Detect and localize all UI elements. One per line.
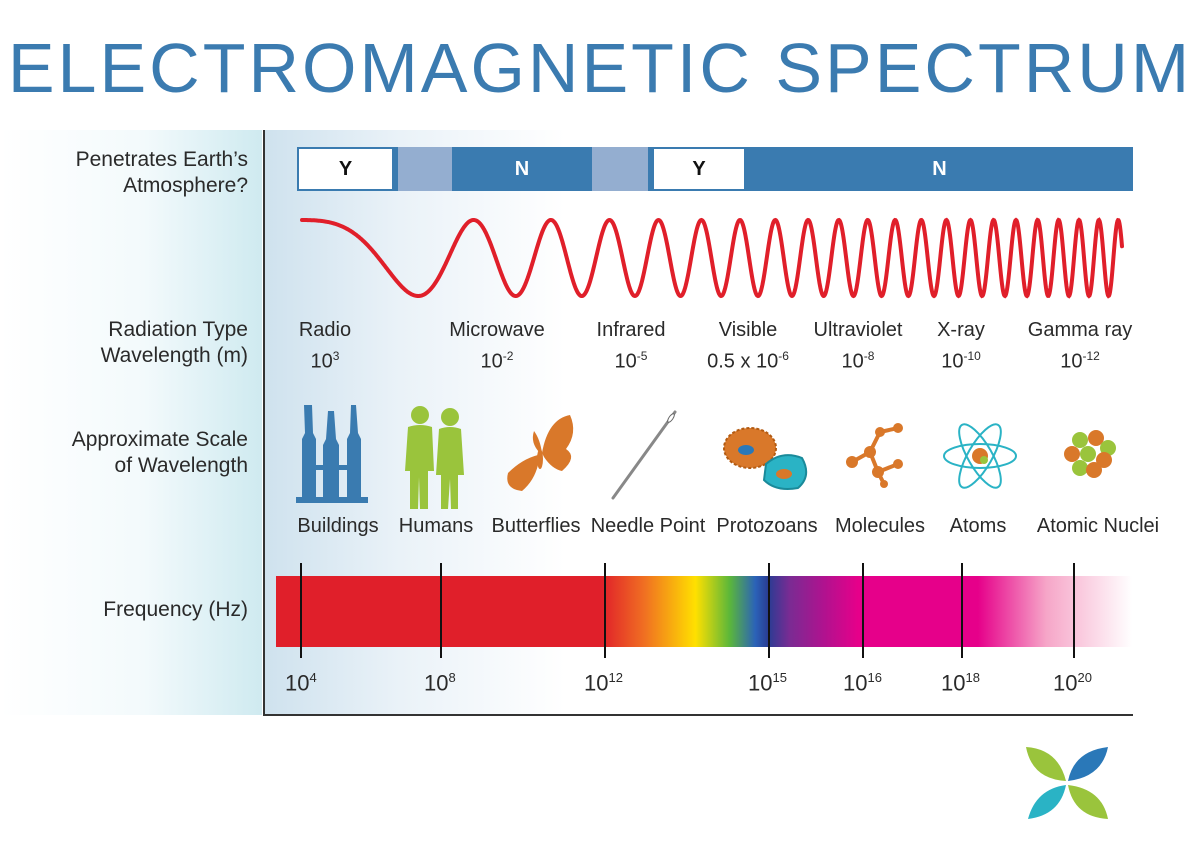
molecule-icon bbox=[846, 423, 903, 488]
radiation-name: X-ray bbox=[937, 319, 985, 341]
frequency-tick bbox=[1073, 563, 1075, 658]
radiation-label-line-1: Radiation Type bbox=[108, 318, 248, 341]
wave-path bbox=[300, 217, 1124, 299]
frequency-label: 1015 bbox=[748, 670, 787, 696]
radiation-wavelength: 10-8 bbox=[841, 349, 875, 373]
radiation-label-line-2: Wavelength (m) bbox=[100, 344, 248, 367]
radiation-wavelength: 0.5 x 10-6 bbox=[707, 349, 789, 373]
atmosphere-cell-microwave: N bbox=[514, 157, 530, 180]
atom-icon bbox=[943, 423, 1017, 489]
vertical-axis-line bbox=[263, 130, 265, 715]
scale-label-molecules: Molecules bbox=[834, 515, 926, 537]
atmosphere-row-label: Penetrates Earth’s Atmosphere? bbox=[76, 147, 248, 199]
frequency-tick bbox=[768, 563, 770, 658]
butterfly-icon bbox=[507, 415, 574, 491]
protozoan-icon bbox=[723, 427, 808, 490]
atmosphere-cell-radio: Y bbox=[297, 147, 394, 191]
wave-graphic bbox=[300, 217, 1124, 299]
scale-label-protozoans: Protozoans bbox=[716, 515, 818, 537]
atmosphere-bar: Y N Y N bbox=[297, 147, 1133, 191]
atmosphere-label-line-2: Atmosphere? bbox=[123, 174, 248, 197]
humans-icon bbox=[405, 406, 464, 509]
radiation-infrared: Infrared 10-5 bbox=[581, 317, 681, 375]
frequency-spectrum-bar bbox=[276, 576, 1132, 647]
radiation-x-ray: X-ray 10-10 bbox=[921, 317, 1001, 375]
radiation-name: Infrared bbox=[596, 319, 666, 341]
label-panel-background bbox=[0, 130, 262, 715]
atmosphere-cell-partial-2 bbox=[592, 147, 648, 191]
horizontal-axis-line bbox=[263, 714, 1133, 716]
radiation-wavelength: 10-12 bbox=[1060, 349, 1100, 373]
scale-row-label: Approximate Scale of Wavelength bbox=[72, 427, 248, 479]
frequency-label: 1012 bbox=[584, 670, 623, 696]
page-title: ELECTROMAGNETIC SPECTRUM bbox=[7, 29, 1193, 107]
logo-icon bbox=[1026, 747, 1108, 819]
scale-label-butterflies: Butterflies bbox=[491, 515, 581, 537]
frequency-tick bbox=[300, 563, 302, 658]
frequency-label: 104 bbox=[285, 670, 317, 696]
scale-label-needle-point: Needle Point bbox=[590, 515, 706, 537]
radiation-name: Visible bbox=[718, 319, 778, 341]
scale-label-humans: Humans bbox=[398, 515, 474, 537]
frequency-tick bbox=[961, 563, 963, 658]
frequency-label: 108 bbox=[424, 670, 456, 696]
frequency-label: 1020 bbox=[1053, 670, 1092, 696]
radiation-wavelength: 10-5 bbox=[614, 349, 648, 373]
needle-icon bbox=[611, 410, 677, 500]
radiation-name: Gamma ray bbox=[1027, 319, 1133, 341]
radiation-gamma-ray: Gamma ray 10-12 bbox=[1020, 317, 1140, 375]
atmosphere-label-line-1: Penetrates Earth’s bbox=[75, 148, 248, 171]
atmosphere-cell-high-energy: N bbox=[932, 157, 947, 180]
scale-label-atoms: Atoms bbox=[949, 515, 1007, 537]
atmosphere-cell-partial-1 bbox=[398, 147, 452, 191]
radiation-name: Microwave bbox=[449, 319, 545, 341]
scale-label-line-1: Approximate Scale bbox=[71, 428, 248, 451]
frequency-tick bbox=[440, 563, 442, 658]
radiation-wavelength: 103 bbox=[310, 349, 340, 373]
frequency-tick bbox=[862, 563, 864, 658]
radiation-wavelength: 10-2 bbox=[480, 349, 514, 373]
radiation-wavelength: 10-10 bbox=[941, 349, 981, 373]
buildings-icon bbox=[296, 405, 368, 503]
radiation-name: Radio bbox=[298, 319, 352, 341]
nucleus-icon bbox=[1064, 430, 1116, 478]
frequency-label: 1018 bbox=[941, 670, 980, 696]
frequency-label: 1016 bbox=[843, 670, 882, 696]
radiation-radio: Radio 103 bbox=[285, 317, 365, 375]
radiation-name: Ultraviolet bbox=[813, 319, 903, 341]
frequency-tick bbox=[604, 563, 606, 658]
radiation-ultraviolet: Ultraviolet 10-8 bbox=[803, 317, 913, 375]
radiation-row-label: Radiation Type Wavelength (m) bbox=[101, 317, 248, 369]
atmosphere-cell-visible: Y bbox=[652, 147, 746, 191]
radiation-microwave: Microwave 10-2 bbox=[437, 317, 557, 375]
radiation-visible: Visible 0.5 x 10-6 bbox=[693, 317, 803, 375]
scale-label-atomic-nuclei: Atomic Nuclei bbox=[1036, 515, 1160, 537]
scale-label-line-2: of Wavelength bbox=[114, 454, 248, 477]
scale-label-buildings: Buildings bbox=[297, 515, 379, 537]
frequency-row-label: Frequency (Hz) bbox=[103, 598, 248, 621]
